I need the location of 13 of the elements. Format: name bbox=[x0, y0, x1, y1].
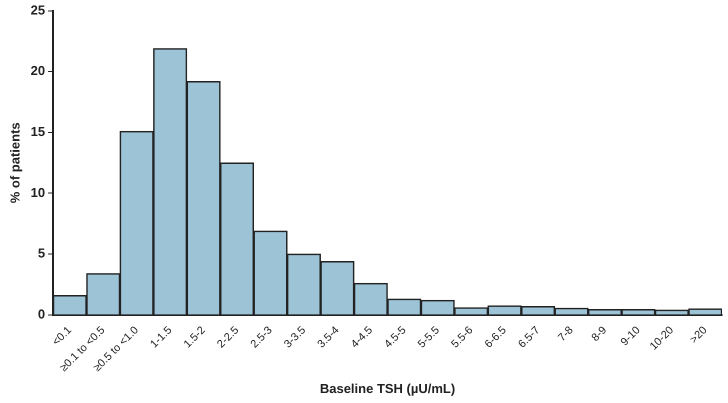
y-tick-label: 10 bbox=[30, 184, 46, 200]
y-tick-label: 0 bbox=[38, 306, 46, 322]
x-tick-label: 9-10 bbox=[618, 324, 643, 348]
y-tick-label: 5 bbox=[38, 246, 46, 261]
x-tick-label: 7-8 bbox=[556, 324, 576, 344]
y-axis-title: % of patients bbox=[7, 122, 22, 204]
y-tick-label: 20 bbox=[30, 63, 46, 78]
x-axis-title: Baseline TSH (µU/mL) bbox=[320, 380, 456, 396]
y-tick-label: 25 bbox=[30, 2, 46, 18]
y-tick-label: 15 bbox=[30, 124, 46, 139]
x-tick-label: <0.1 bbox=[50, 324, 74, 348]
x-tick-label: >20 bbox=[688, 324, 710, 346]
x-tick-label: 8-9 bbox=[589, 324, 610, 344]
